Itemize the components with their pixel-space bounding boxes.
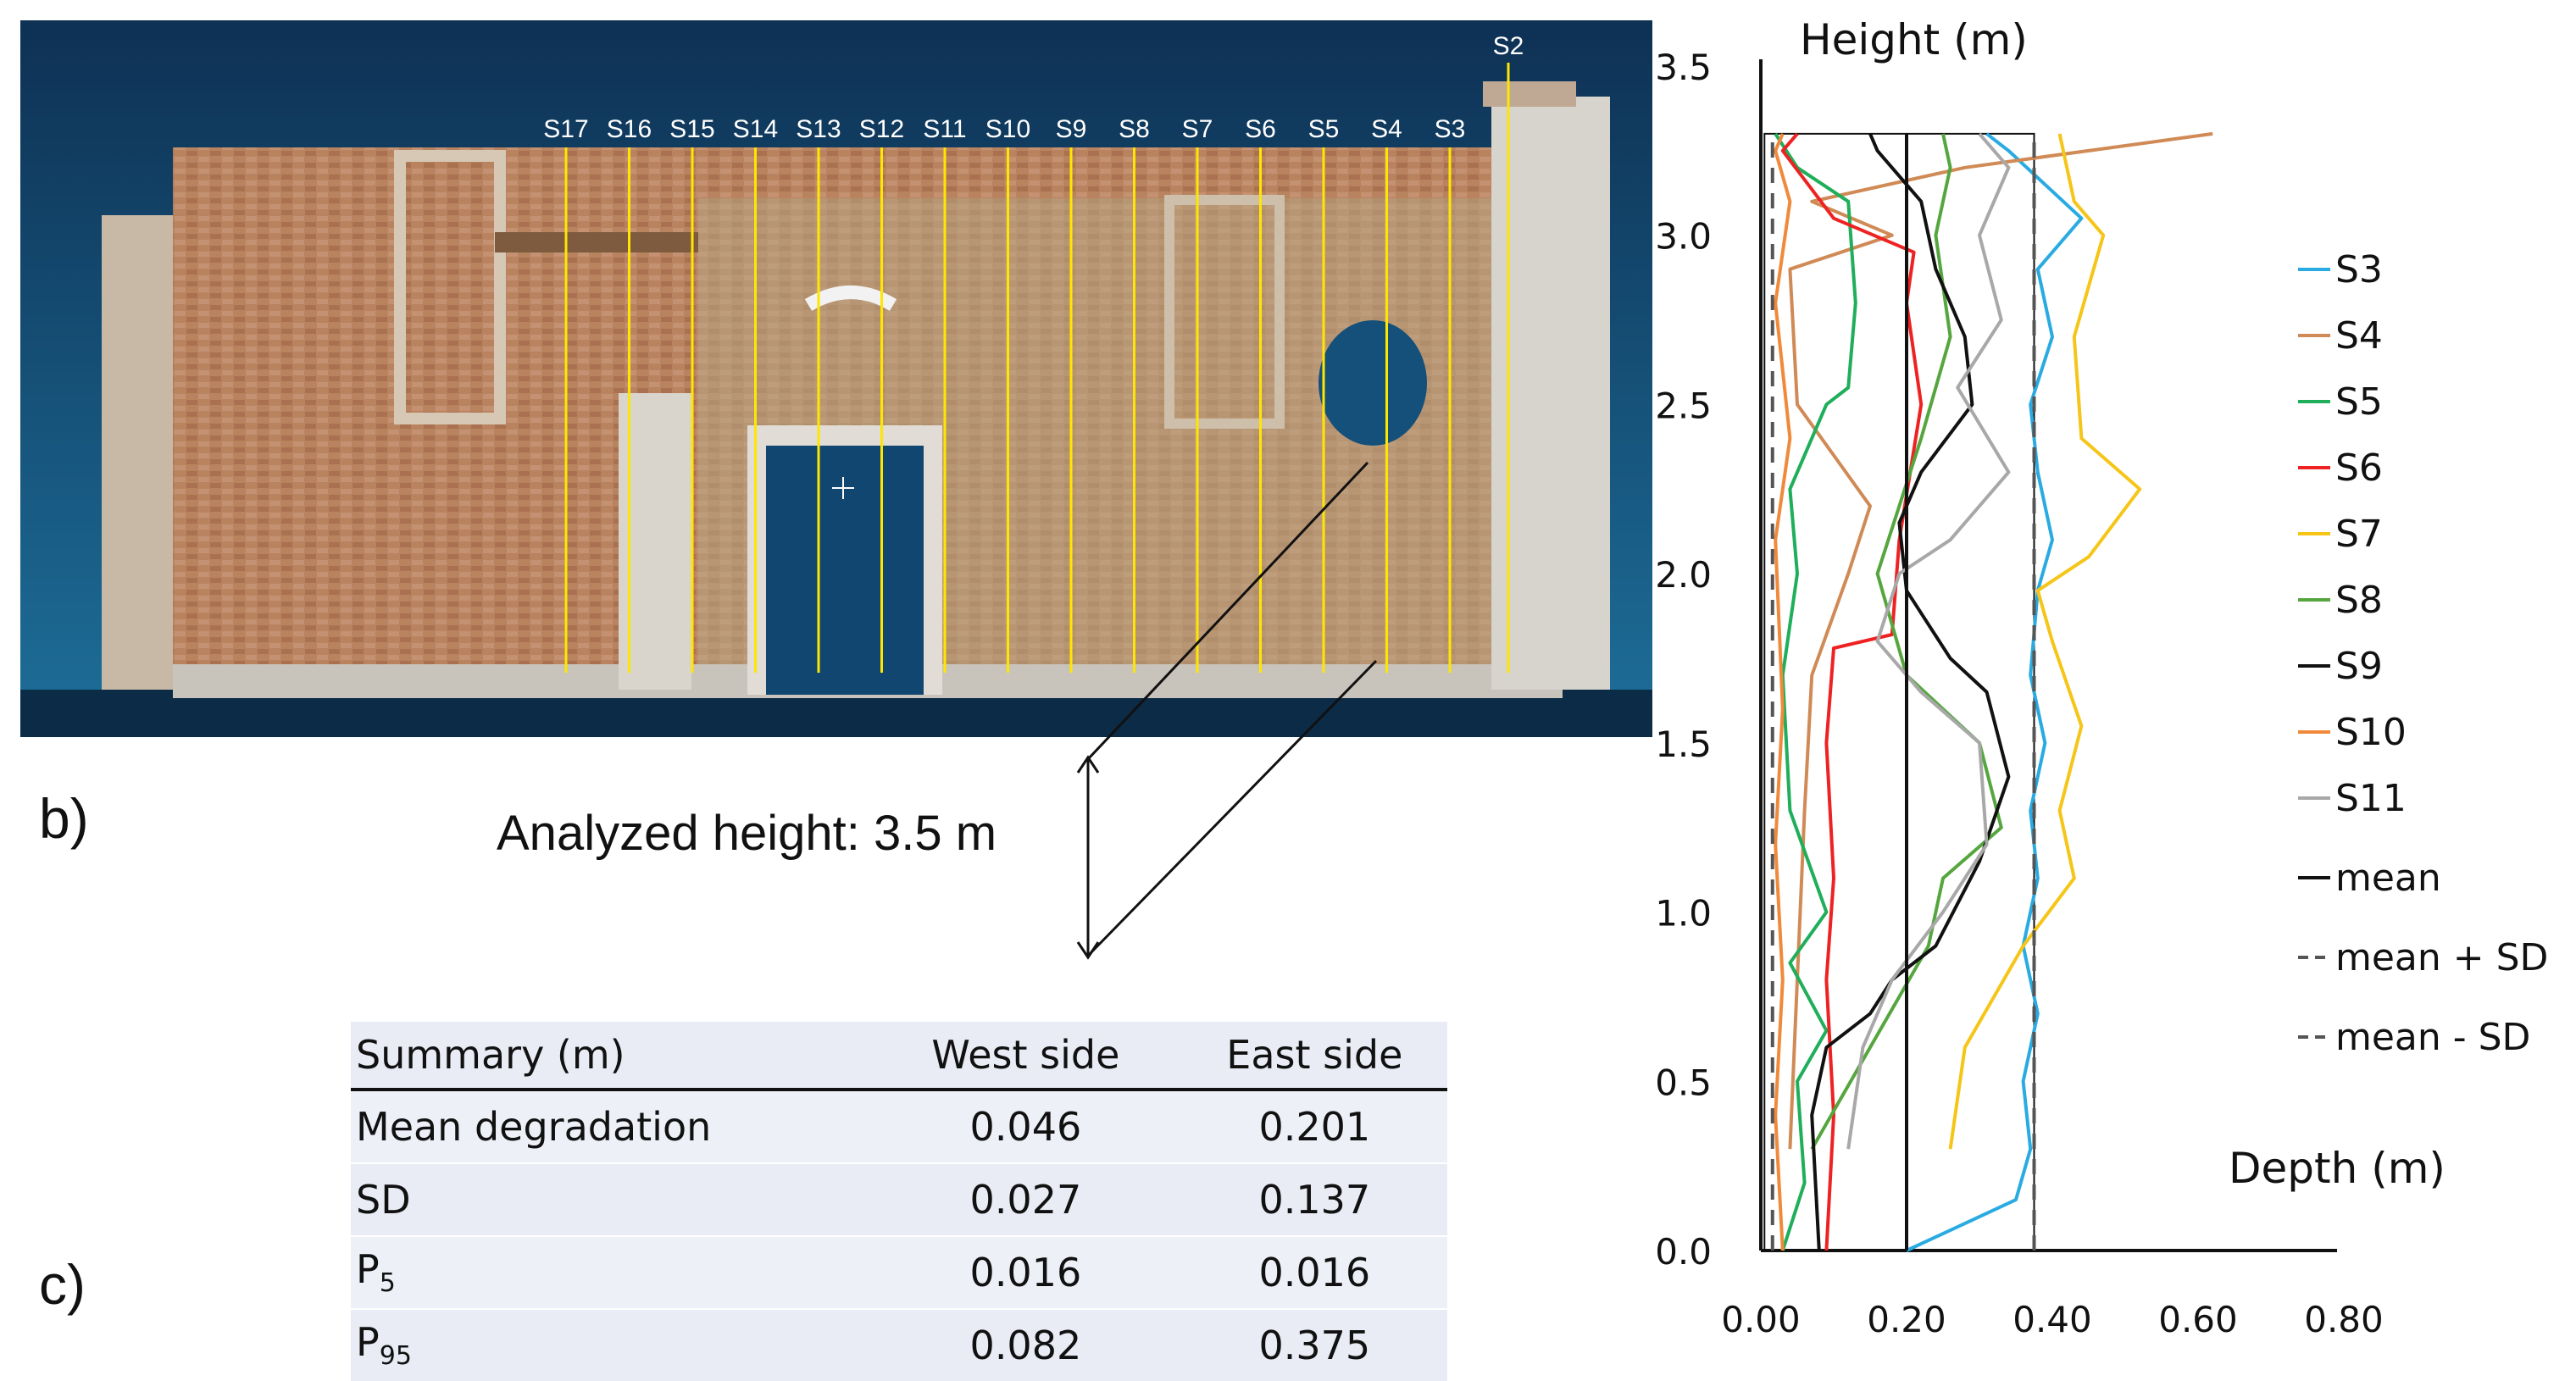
- table-header-east: East side: [1181, 1022, 1447, 1091]
- table-cell-west: 0.016: [869, 1235, 1182, 1309]
- x-tick-label: 0.80: [2304, 1299, 2384, 1340]
- round-hole: [1319, 320, 1427, 446]
- section-label-s9: S9: [1056, 115, 1087, 143]
- legend-label-s8: S8: [2335, 579, 2383, 622]
- section-label-s10: S10: [985, 115, 1030, 143]
- series-line-s10: [1774, 133, 1792, 1251]
- cornice: [495, 232, 698, 252]
- legend-label-s9: S9: [2335, 645, 2383, 688]
- row-label: P: [356, 1319, 380, 1366]
- table-row: P95 0.082 0.375: [351, 1308, 1447, 1381]
- x-tick-label: 0.20: [1867, 1299, 1946, 1340]
- section-label-s12: S12: [859, 115, 904, 143]
- summary-table: Summary (m) West side East side Mean deg…: [351, 1022, 1447, 1381]
- table-cell-west: 0.082: [869, 1308, 1182, 1381]
- y-tick-label: 0.0: [1655, 1231, 1712, 1273]
- section-label-s2: S2: [1493, 32, 1524, 60]
- row-label: P: [356, 1246, 380, 1293]
- section-label-s13: S13: [796, 115, 841, 143]
- table-cell-east: 0.137: [1181, 1162, 1447, 1236]
- section-label-s11: S11: [923, 115, 966, 143]
- section-label-s14: S14: [733, 115, 778, 143]
- x-tick-label: 0.00: [1721, 1299, 1801, 1340]
- table-header-summary: Summary (m): [351, 1022, 870, 1091]
- table-row: P5 0.016 0.016: [351, 1235, 1447, 1309]
- legend-label-mean: mean: [2335, 857, 2441, 900]
- table-row: SD 0.027 0.137: [351, 1162, 1447, 1236]
- legend-label-s6: S6: [2335, 446, 2383, 490]
- depth-height-chart: 0.0 0.5 1.0 1.5 2.0 2.5 3.0 3.5 0.00 0.20 0.40 0.60…: [1655, 15, 2548, 1340]
- series-line-s9: [1810, 133, 2011, 1251]
- table-cell-west: 0.046: [869, 1089, 1182, 1163]
- row-label-subscript: 95: [379, 1341, 412, 1372]
- table-cell-label: P95: [351, 1308, 870, 1381]
- table-cell-east: 0.201: [1181, 1089, 1447, 1163]
- table-cell-west: 0.027: [869, 1162, 1182, 1236]
- height-arrow-bottom-head: [1076, 941, 1100, 960]
- section-label-s6: S6: [1245, 115, 1276, 143]
- blind-window: [394, 150, 506, 424]
- x-tick-label: 0.60: [2158, 1299, 2238, 1340]
- legend-label-s4: S4: [2335, 314, 2383, 358]
- y-tick-label: 3.0: [1655, 216, 1712, 258]
- blind-window-right: [1164, 195, 1285, 429]
- row-label: Mean degradation: [356, 1104, 712, 1150]
- x-tick-label: 0.40: [2012, 1299, 2092, 1340]
- table-cell-east: 0.375: [1181, 1308, 1447, 1381]
- table-row: Mean degradation 0.046 0.201: [351, 1089, 1447, 1163]
- y-tick-label: 1.0: [1655, 893, 1712, 935]
- row-label-subscript: 5: [379, 1268, 396, 1299]
- series-line-s6: [1780, 132, 1924, 1251]
- x-axis-title: Depth (m): [2229, 1144, 2446, 1193]
- section-label-s5: S5: [1308, 115, 1340, 143]
- table-header-west: West side: [869, 1022, 1182, 1091]
- legend-label-s7: S7: [2335, 513, 2383, 556]
- section-label-s8: S8: [1119, 115, 1150, 143]
- legend-label-s10: S10: [2335, 711, 2407, 754]
- y-tick-label: 0.5: [1655, 1062, 1712, 1103]
- right-tower: [1491, 97, 1610, 690]
- legend-label-mean-sd: mean - SD: [2335, 1016, 2530, 1059]
- series-line-s3: [1906, 132, 2084, 1252]
- table-cell-label: SD: [351, 1162, 870, 1236]
- table-header-row: Summary (m) West side East side: [351, 1022, 1447, 1091]
- side-door: [619, 393, 691, 690]
- table-cell-east: 0.016: [1181, 1235, 1447, 1309]
- wall-orthophoto: S17 S16 S15 S14 S13 S12 S11 S10 S9 S8 S7 S6 S5 S4 S3 S2: [20, 20, 1652, 737]
- series-line-s5: [1774, 132, 1857, 1251]
- section-label-s16: S16: [607, 115, 652, 143]
- section-label-s15: S15: [669, 115, 714, 143]
- y-axis-title: Height (m): [1800, 15, 2028, 64]
- table-cell-label: P5: [351, 1235, 870, 1309]
- y-tick-label: 3.5: [1655, 47, 1712, 88]
- panel-b-label: b): [39, 787, 89, 850]
- analysis-box: [1763, 132, 2035, 1251]
- legend-label-s11: S11: [2335, 777, 2407, 820]
- series-line-s7: [1948, 133, 2142, 1150]
- section-lines: S17 S16 S15 S14 S13 S12 S11 S10 S9 S8 S7 S6 S5 S4 S3 S2: [543, 32, 1524, 673]
- legend-label-s5: S5: [2335, 380, 2383, 424]
- legend-label-s3: S3: [2335, 248, 2383, 291]
- height-arrow-top-head: [1076, 755, 1100, 774]
- section-label-s3: S3: [1435, 115, 1466, 143]
- y-tick-label: 2.0: [1655, 554, 1712, 596]
- row-label: SD: [356, 1177, 411, 1223]
- panel-c-label: c): [39, 1253, 86, 1316]
- section-label-s17: S17: [543, 115, 588, 143]
- section-label-s4: S4: [1371, 115, 1402, 143]
- analyzed-height-label: Analyzed height: 3.5 m: [497, 806, 997, 861]
- y-tick-label: 1.5: [1655, 724, 1712, 765]
- y-tick-label: 2.5: [1655, 385, 1712, 426]
- table-cell-label: Mean degradation: [351, 1089, 870, 1163]
- section-label-s7: S7: [1182, 115, 1213, 143]
- series-line-s11: [1846, 132, 2011, 1150]
- legend-label-mean-sd: mean + SD: [2335, 936, 2548, 979]
- right-tower-top: [1483, 81, 1576, 107]
- door-opening: [766, 446, 924, 695]
